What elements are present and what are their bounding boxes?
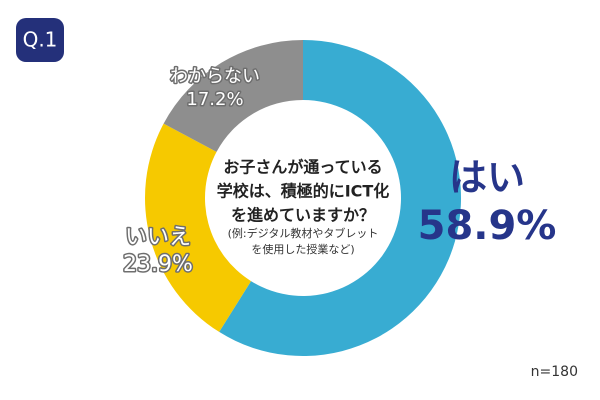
- value-label: 58.9%: [418, 203, 557, 249]
- value-label: 17.2%: [186, 89, 243, 110]
- badge: Q.1: [23, 28, 58, 52]
- value-label: 23.9%: [123, 252, 193, 277]
- category-label: はい: [449, 156, 525, 200]
- category-label: わからない: [170, 66, 260, 87]
- note-line: を使用した授業など): [251, 242, 354, 256]
- donut-segment: [219, 40, 462, 356]
- category-label: いいえ: [125, 225, 191, 250]
- badge-box: [16, 18, 64, 62]
- question-line: を進めていますか？: [231, 206, 375, 225]
- donut-segment: [163, 40, 303, 152]
- question-line: お子さんが通っている: [223, 158, 382, 177]
- donut-segment: [144, 123, 252, 332]
- question-line: 学校は、積極的にICT化: [217, 182, 390, 201]
- note-line: (例:デジタル教材やタブレット: [228, 226, 379, 240]
- sample-size: n=180: [531, 364, 578, 380]
